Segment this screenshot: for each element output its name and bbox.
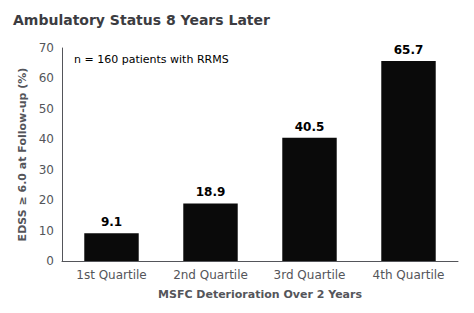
svg-text:MSFC Deterioration Over 2 Year: MSFC Deterioration Over 2 Years (158, 288, 362, 301)
svg-text:n = 160 patients with RRMS: n = 160 patients with RRMS (74, 53, 229, 66)
svg-text:60: 60 (39, 71, 54, 85)
svg-text:1st Quartile: 1st Quartile (76, 268, 147, 282)
svg-text:EDSS ≥ 6.0 at Follow-up (%): EDSS ≥ 6.0 at Follow-up (%) (16, 68, 29, 242)
svg-text:65.7: 65.7 (394, 43, 424, 57)
svg-text:40: 40 (39, 132, 54, 146)
svg-text:50: 50 (39, 102, 54, 116)
svg-text:9.1: 9.1 (101, 215, 122, 229)
svg-text:4th Quartile: 4th Quartile (373, 268, 445, 282)
svg-text:Ambulatory Status 8 Years Late: Ambulatory Status 8 Years Later (13, 12, 270, 28)
svg-text:20: 20 (39, 193, 54, 207)
svg-text:30: 30 (39, 163, 54, 177)
svg-text:3rd Quartile: 3rd Quartile (274, 268, 346, 282)
svg-text:18.9: 18.9 (196, 185, 226, 199)
svg-text:40.5: 40.5 (295, 120, 325, 134)
svg-text:2nd Quartile: 2nd Quartile (173, 268, 248, 282)
svg-text:70: 70 (39, 41, 54, 55)
svg-text:0: 0 (46, 254, 54, 268)
svg-text:10: 10 (39, 224, 54, 238)
